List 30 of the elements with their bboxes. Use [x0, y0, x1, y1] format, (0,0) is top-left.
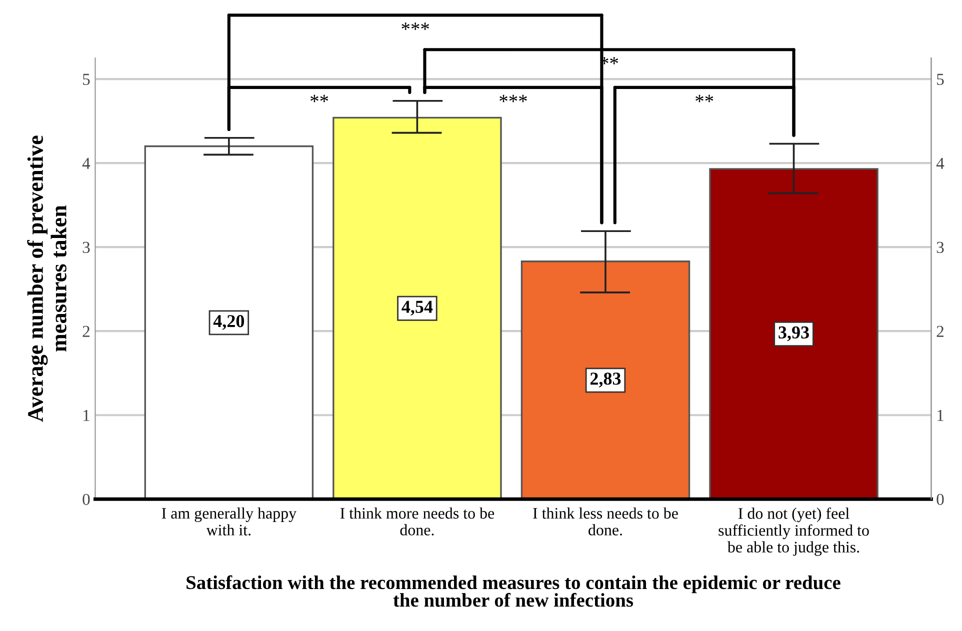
bar	[144, 145, 314, 500]
y-tick-label: 4	[82, 158, 90, 169]
y-tick-label: 0	[82, 494, 90, 506]
x-axis-title: Satisfaction with the recommended measures to contain the epidemic or reduce the number of new infections	[186, 575, 840, 607]
bar	[709, 168, 878, 500]
y2-tick-label: 5	[937, 74, 944, 85]
text: ***	[402, 22, 429, 30]
y2-tick-label: 0	[936, 494, 944, 506]
annotation: **	[696, 94, 714, 102]
x-tick-label: I think more needs to be done.	[340, 507, 494, 536]
x-tick-label: I am generally happy with it.	[162, 507, 296, 536]
y-tick-label: 2	[82, 326, 90, 337]
y-tick-label: 1	[84, 410, 90, 421]
y-tick-label: 5	[83, 74, 90, 85]
data-label: 3,93	[778, 326, 809, 342]
data-label: 2,83	[590, 372, 621, 388]
y2-tick-label: 3	[936, 242, 944, 254]
y2-tick-label: 1	[938, 410, 944, 421]
data-label: 4,54	[402, 300, 433, 316]
y-tick-label: 3	[82, 242, 90, 254]
y2-tick-label: 2	[936, 326, 944, 337]
annotation: ***	[500, 94, 527, 102]
bar	[332, 116, 502, 500]
annotation: **	[310, 94, 328, 102]
x-tick-label: I do not (yet) feel sufficiently informed to be able to judge this.	[718, 507, 869, 556]
x-tick-label: I think less needs to be done.	[533, 507, 678, 536]
data-label: 4,20	[213, 315, 244, 330]
y-axis-title: Average number of preventive measures taken	[27, 136, 66, 422]
y2-tick-label: 4	[936, 158, 944, 169]
bar	[520, 260, 690, 500]
